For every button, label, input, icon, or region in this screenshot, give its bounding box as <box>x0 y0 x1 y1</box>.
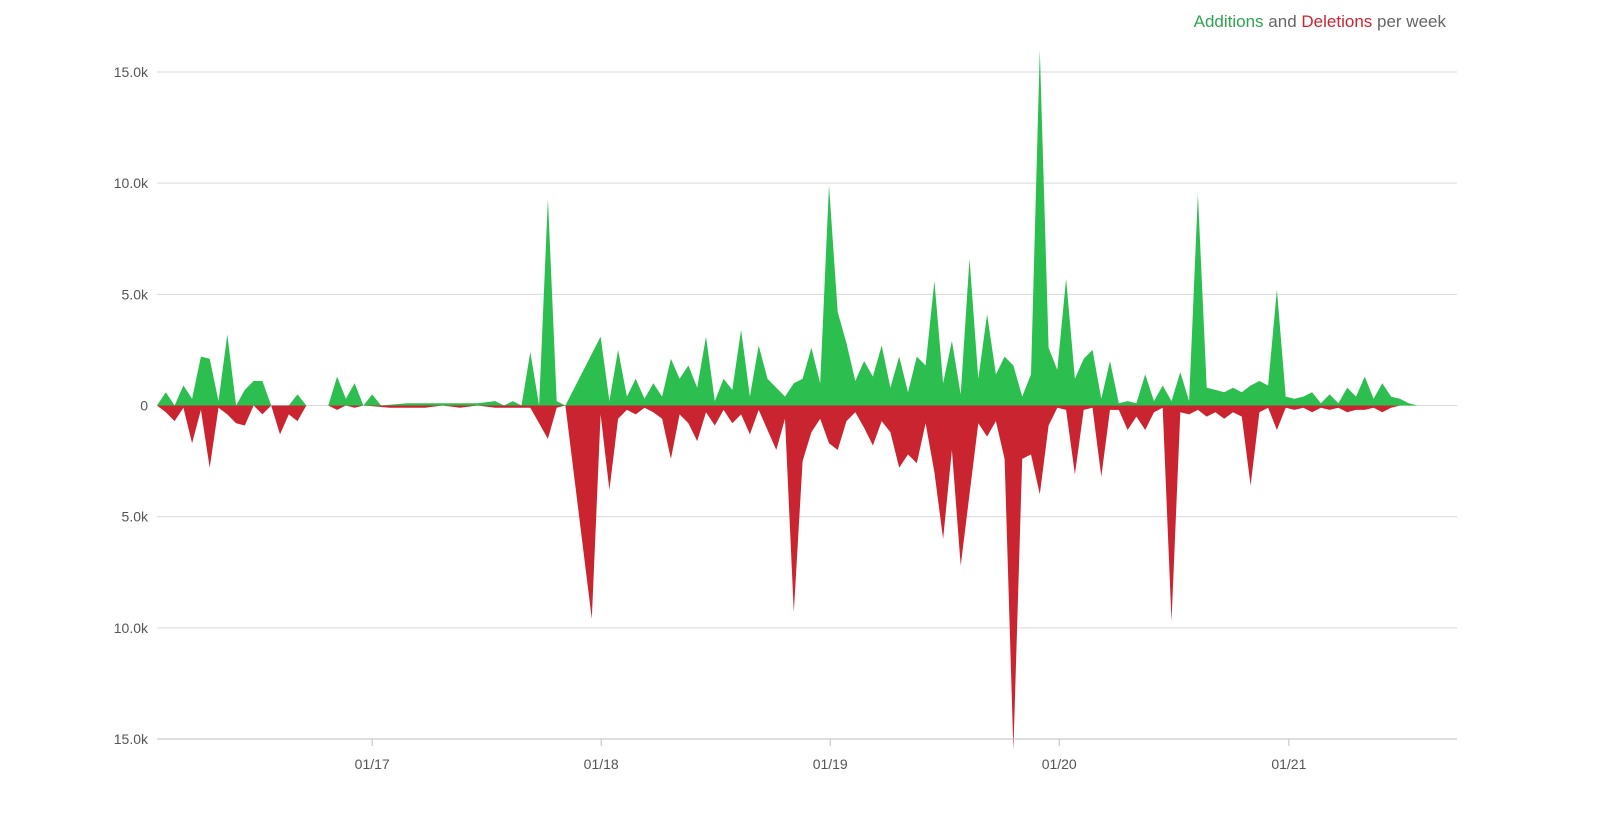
axis-layer: 15.0k 10.0k 5.0k 0 5.0k 10.0k 15.0k 01/17 01/18 0… <box>114 64 1457 772</box>
x-tick-label: 01/20 <box>1042 756 1077 772</box>
y-tick-label: 0 <box>140 398 148 414</box>
x-tick-label: 01/17 <box>355 756 390 772</box>
y-tick-label: 10.0k <box>114 175 149 191</box>
legend-suffix: per week <box>1377 12 1446 31</box>
legend-deletions-label: Deletions <box>1301 12 1373 31</box>
y-tick-label: 5.0k <box>122 509 149 525</box>
x-tick-label: 01/18 <box>584 756 619 772</box>
x-tick-label: 01/21 <box>1271 756 1306 772</box>
chart-legend: Additions and Deletions per week <box>1194 12 1446 32</box>
legend-joiner: and <box>1268 12 1297 31</box>
area-layer <box>157 49 1457 751</box>
y-tick-label: 15.0k <box>114 64 149 80</box>
y-tick-label: 5.0k <box>122 286 149 302</box>
y-tick-label: 15.0k <box>114 731 149 747</box>
deletions-area <box>157 405 1457 751</box>
x-tick-label: 01/19 <box>813 756 848 772</box>
additions-area <box>157 49 1457 406</box>
legend-additions-label: Additions <box>1193 12 1264 31</box>
y-tick-label: 10.0k <box>114 620 149 636</box>
